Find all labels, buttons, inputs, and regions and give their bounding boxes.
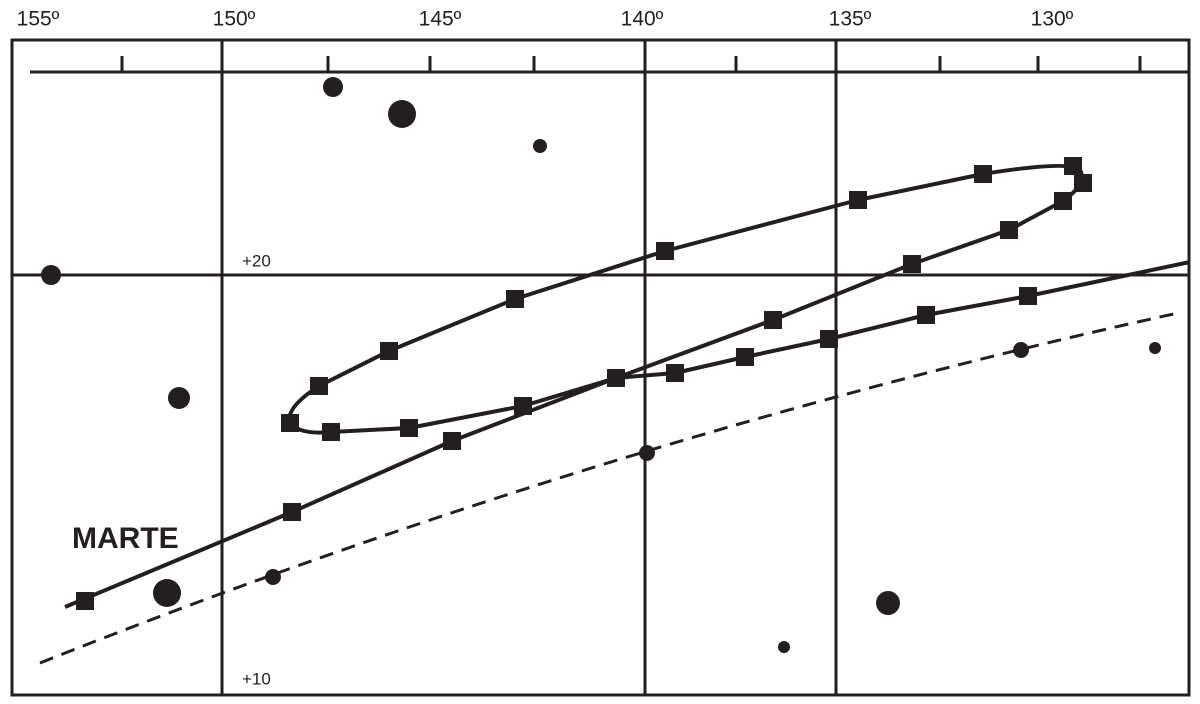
longitude-label: 155º — [17, 8, 60, 31]
mars-label: MARTE — [72, 522, 179, 555]
longitude-label: 150º — [213, 8, 256, 31]
longitude-label: 140º — [621, 8, 664, 31]
mars-path — [64, 163, 1191, 609]
grid — [10, 38, 1191, 697]
mars-positions — [76, 157, 1092, 610]
frame — [10, 38, 1191, 697]
declination-label: +20 — [242, 251, 271, 270]
longitude-label: 130º — [1031, 8, 1074, 31]
stars — [41, 77, 1161, 653]
ecliptic — [39, 311, 1179, 665]
scale-ticks — [120, 56, 1142, 72]
declination-label: +10 — [242, 669, 271, 688]
longitude-label: 135º — [829, 8, 872, 31]
longitude-label: 145º — [419, 8, 462, 31]
